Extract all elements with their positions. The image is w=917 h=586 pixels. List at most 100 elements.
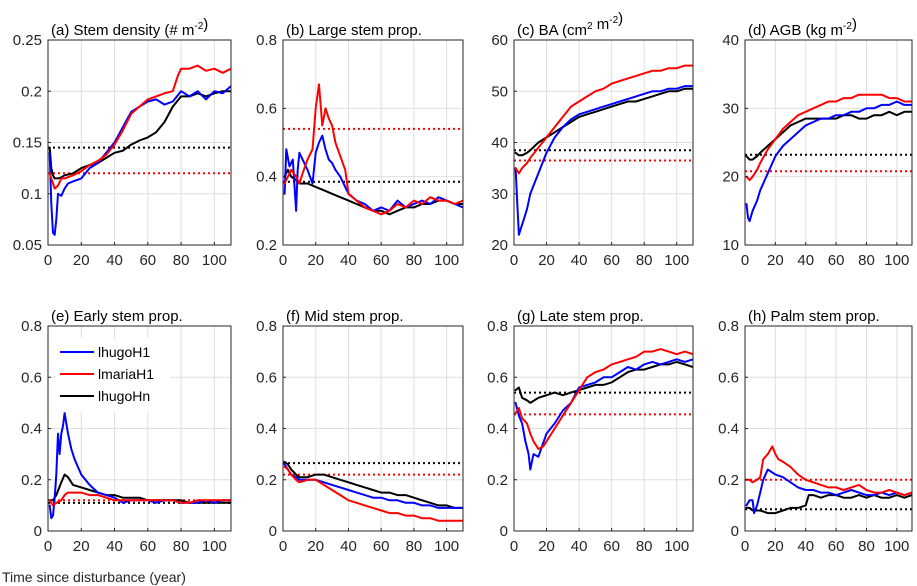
y-tick-label: 30 (722, 100, 739, 117)
x-tick-label: 60 (373, 538, 390, 555)
x-tick-label: 40 (340, 538, 357, 555)
y-tick-label: 0.6 (487, 369, 508, 386)
y-tick-label: 20 (491, 237, 508, 254)
y-tick-label: 0 (269, 523, 277, 540)
panel-title: (g) Late stem prop. (517, 308, 644, 325)
y-tick-label: 0 (34, 523, 42, 540)
x-tick-label: 80 (173, 538, 190, 555)
x-tick-label: 100 (884, 538, 909, 555)
x-tick-label: 40 (797, 538, 814, 555)
x-tick-label: 20 (73, 538, 90, 555)
legend-label-lmariaH1: lmariaH1 (98, 366, 154, 382)
x-tick-label: 40 (797, 252, 814, 269)
y-tick-label: 0.4 (718, 421, 739, 438)
y-tick-label: 0.6 (21, 369, 42, 386)
y-tick-label: 0.2 (21, 472, 42, 489)
panel-title: (d) AGB (kg m-2) (748, 16, 857, 39)
x-tick-label: 20 (538, 252, 555, 269)
panel-title: (a) Stem density (# m-2) (51, 16, 208, 39)
x-tick-label: 100 (202, 252, 227, 269)
legend-label-lhugoH1: lhugoH1 (98, 344, 150, 360)
series-lines (514, 64, 693, 236)
x-axis-label: Time since disturbance (year) (2, 569, 186, 585)
series-lines (745, 445, 912, 515)
y-tick-label: 0.4 (256, 169, 277, 186)
series-line-lmariaH1 (514, 348, 693, 450)
series-line-lmariaH1 (514, 64, 693, 175)
y-tick-label: 0.8 (487, 318, 508, 335)
x-tick-label: 80 (173, 252, 190, 269)
reference-lines (514, 391, 693, 416)
panel-a: 0 20 40 60 80 100 0.05 0.1 0.15 0.2 0.25 (a) Stem d… (13, 16, 232, 269)
reference-lines (48, 146, 231, 175)
y-tick-label: 0.05 (13, 237, 42, 254)
panel-title: (f) Mid stem prop. (286, 308, 404, 325)
y-tick-label: 0.2 (718, 472, 739, 489)
x-tick-label: 0 (510, 252, 518, 269)
x-tick-label: 40 (106, 538, 123, 555)
y-tick-label: 0.2 (487, 472, 508, 489)
x-tick-label: 80 (858, 538, 875, 555)
x-tick-label: 100 (884, 252, 909, 269)
panel-h: 0 20 40 60 80 100 0 0.2 0.4 0.6 0.8 (h) Palm stem p… (718, 308, 913, 555)
y-tick-label: 0.6 (256, 100, 277, 117)
y-tick-label: 0.6 (256, 369, 277, 386)
x-tick-label: 100 (664, 252, 689, 269)
x-tick-label: 0 (510, 538, 518, 555)
y-tick-label: 20 (722, 169, 739, 186)
panel-title: (h) Palm stem prop. (748, 308, 880, 325)
x-tick-label: 40 (571, 252, 588, 269)
series-line-lhugoH1 (283, 134, 463, 212)
x-tick-label: 80 (636, 252, 653, 269)
panel-f: 0 20 40 60 80 100 0 0.2 0.4 0.6 0.8 (f) Mid stem pr… (256, 308, 464, 555)
y-tick-label: 0.8 (256, 318, 277, 335)
x-tick-label: 60 (139, 538, 156, 555)
x-tick-label: 20 (307, 538, 324, 555)
x-tick-label: 20 (767, 252, 784, 269)
y-tick-label: 0.6 (718, 369, 739, 386)
series-line-lmariaH1 (283, 465, 463, 522)
legend-label-lhugoHn: lhugoHn (98, 388, 150, 404)
x-tick-label: 80 (858, 252, 875, 269)
series-line-lhugoH1 (745, 100, 912, 223)
x-tick-label: 40 (571, 538, 588, 555)
y-tick-label: 0.2 (256, 237, 277, 254)
panel-title: (e) Early stem prop. (51, 308, 183, 325)
axes-frame (282, 39, 464, 246)
x-tick-label: 20 (73, 252, 90, 269)
axes-frame (744, 39, 913, 246)
series-lines (283, 460, 463, 522)
series-lines (48, 64, 231, 236)
x-tick-label: 60 (828, 252, 845, 269)
y-tick-label: 0.4 (487, 421, 508, 438)
y-tick-label: 40 (491, 135, 508, 152)
series-lines (48, 412, 231, 520)
legend: lhugoH1 lmariaH1 lhugoHn (56, 338, 170, 412)
series-line-lmariaH1 (745, 93, 912, 182)
x-tick-label: 20 (307, 252, 324, 269)
series-line-lhugoHn (283, 460, 463, 509)
y-tick-label: 0.4 (256, 421, 277, 438)
x-tick-label: 100 (434, 538, 459, 555)
reference-lines (514, 149, 693, 162)
y-tick-label: 0.25 (13, 32, 42, 49)
x-tick-label: 100 (202, 538, 227, 555)
series-line-lhugoHn (745, 494, 912, 515)
y-tick-label: 0.8 (718, 318, 739, 335)
series-line-lhugoH1 (283, 463, 463, 509)
series-line-lhugoHn (514, 87, 693, 157)
series-line-lhugoH1 (514, 85, 693, 236)
y-tick-label: 0 (731, 523, 739, 540)
series-lines (514, 348, 693, 471)
panel-d: 0 20 40 60 80 100 10 20 30 40 (d) AGB (kg m-2) (722, 16, 913, 269)
x-tick-label: 0 (741, 252, 749, 269)
y-tick-label: 50 (491, 83, 508, 100)
y-tick-label: 40 (722, 32, 739, 49)
reference-lines (283, 462, 463, 476)
x-tick-label: 60 (373, 252, 390, 269)
y-tick-label: 0.8 (21, 318, 42, 335)
x-tick-label: 20 (538, 538, 555, 555)
y-tick-label: 30 (491, 186, 508, 203)
